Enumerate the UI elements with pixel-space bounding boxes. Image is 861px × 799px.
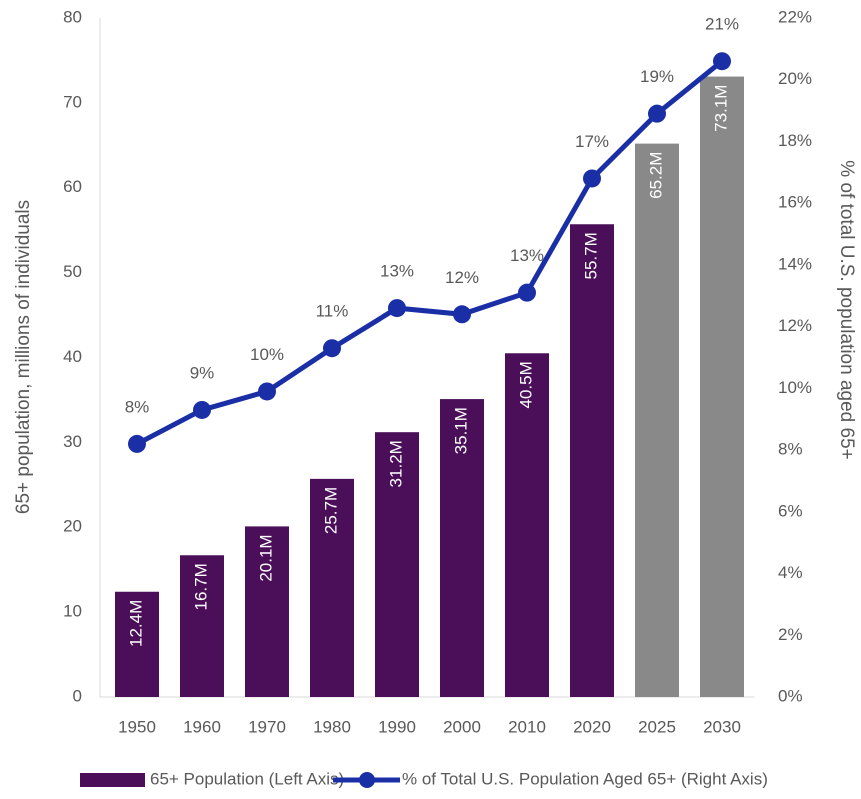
y-tick-label: 20 [63,517,82,536]
bar [115,591,159,697]
line-marker [388,299,406,318]
y2-tick-label: 4% [778,563,803,582]
y2-tick-label: 0% [778,686,803,705]
y2-tick-label: 14% [778,254,812,273]
y-tick-label: 40 [63,347,82,366]
line-value-label: 21% [705,15,739,34]
line-value-label: 8% [125,397,150,416]
y-tick-label: 10 [63,602,82,621]
legend-label: % of Total U.S. Population Aged 65+ (Rig… [402,769,768,788]
bar-value-label: 65.2M [646,152,665,199]
legend-label: 65+ Population (Left Axis) [150,769,344,788]
y-tick-label: 50 [63,262,82,281]
x-tick-label: 2030 [703,717,741,736]
bar [635,143,679,698]
bar-value-label: 35.1M [451,407,470,454]
line-value-label: 17% [575,132,609,151]
x-tick-label: 2010 [508,717,546,736]
bar [570,224,614,697]
bar [440,399,484,697]
line-marker [258,382,276,401]
line-marker [518,283,536,302]
line-marker [323,339,341,358]
line-value-label: 12% [445,268,479,287]
bar-value-label: 20.1M [256,534,275,581]
y2-tick-label: 2% [778,625,803,644]
bar-value-label: 12.4M [126,600,145,647]
line-marker [128,434,146,453]
bar [505,353,549,697]
y2-tick-label: 18% [778,131,812,150]
line-value-label: 19% [640,67,674,86]
bar-value-label: 73.1M [711,85,730,132]
line-value-label: 13% [510,246,544,265]
bar [310,478,354,697]
y-axis-label: 65+ population, millions of individuals [13,200,34,514]
y2-tick-label: 10% [778,378,812,397]
y-tick-label: 30 [63,432,82,451]
line-value-label: 13% [380,262,414,281]
bar [375,432,419,697]
legend-marker [359,772,375,788]
line-marker [453,305,471,324]
bar [180,555,224,697]
x-tick-label: 1950 [118,717,156,736]
x-tick-label: 1960 [183,717,221,736]
line-value-label: 9% [190,363,215,382]
y-tick-label: 60 [63,177,82,196]
bar-value-label: 40.5M [516,361,535,408]
x-tick-label: 2000 [443,717,481,736]
bar [245,526,289,697]
y2-tick-label: 20% [778,69,812,88]
y-tick-label: 80 [63,7,82,26]
bar-value-label: 16.7M [191,563,210,610]
y-tick-label: 70 [63,92,82,111]
x-tick-label: 1970 [248,717,286,736]
y2-tick-label: 22% [778,7,812,26]
bar [700,76,744,698]
line [135,59,724,447]
x-tick-label: 2025 [638,717,676,736]
line-marker [193,400,211,419]
y2-tick-label: 8% [778,440,803,459]
y2-tick-label: 12% [778,316,812,335]
legend-swatch [80,773,145,787]
line-marker [713,52,731,71]
line-marker [583,169,601,188]
x-tick-label: 2020 [573,717,611,736]
x-tick-label: 1980 [313,717,351,736]
x-tick-label: 1990 [378,717,416,736]
y2-tick-label: 6% [778,501,803,520]
line-value-label: 10% [250,345,284,364]
bar-value-label: 25.7M [321,487,340,534]
line-marker [648,104,666,123]
line-value-label: 11% [316,302,349,321]
y2-axis-label: % of total U.S. population aged 65+ [836,160,857,459]
bar-value-label: 55.7M [581,232,600,279]
y-tick-label: 0 [73,686,82,705]
y2-tick-label: 16% [778,193,812,212]
bar-value-label: 31.2M [386,440,405,487]
